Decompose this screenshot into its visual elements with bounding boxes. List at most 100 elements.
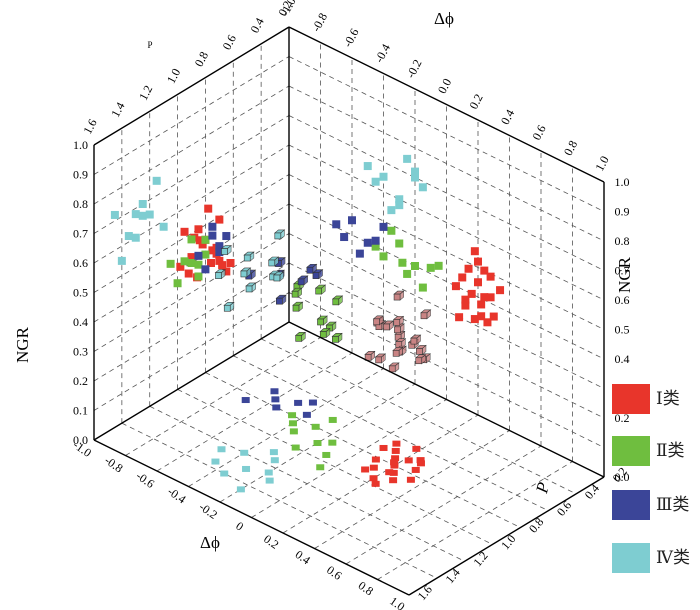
legend-label: Ⅱ类 [656, 441, 685, 460]
top-x-tick-label: 0.4 [498, 107, 517, 127]
z-axis-title-right: NGR [615, 256, 634, 293]
y-tick-label: 1.0 [498, 532, 518, 552]
z-tick-label: 0.5 [73, 286, 88, 300]
back-wall-projection-mark [451, 282, 460, 291]
data-cube-front [410, 337, 418, 345]
y-tick-label: 0.6 [554, 498, 574, 518]
x-tick-label: 0.6 [324, 563, 344, 583]
data-cube-front [392, 349, 400, 357]
data-cube-front [223, 304, 231, 312]
floor-projection-mark [272, 404, 281, 411]
floor-gridline [219, 383, 416, 503]
back-wall-projection-mark [371, 236, 380, 245]
x-tick-label: 0 [233, 519, 246, 534]
left-wall-projection-mark [131, 210, 140, 219]
legend-item: Ⅱ类 [612, 436, 700, 466]
left-wall-projection-mark [207, 259, 215, 267]
top-y-tick-label: 0.6 [220, 32, 239, 52]
floor-projection-mark [269, 449, 278, 456]
legend-item: Ⅲ类 [612, 490, 700, 520]
left-wall-projection-mark [138, 200, 147, 208]
data-cube-front [215, 272, 222, 279]
floor-projection-mark [264, 469, 273, 476]
left-wall-projection-mark [184, 269, 193, 278]
left-wall-projection-mark [218, 261, 227, 270]
frame-edge [93, 439, 410, 596]
legend-label: Ⅰ类 [656, 389, 680, 408]
floor-projection-mark [392, 440, 401, 447]
x-tick-label: -0.2 [196, 500, 220, 522]
left-wall-projection-mark [215, 256, 224, 265]
floor-projection-mark [302, 411, 311, 418]
back-wall-gridline [288, 233, 605, 389]
back-wall-gridline [288, 174, 605, 330]
back-wall-projection-mark [461, 295, 470, 304]
right-z-tick-label: 0.0 [615, 470, 630, 484]
floor-gridline [177, 389, 493, 545]
back-wall-projection-mark [379, 172, 388, 181]
back-wall-projection-mark [418, 283, 427, 292]
back-wall-projection-mark [379, 222, 388, 231]
floor-projection-mark [412, 445, 421, 452]
z-tick-label: 1.0 [73, 138, 88, 152]
floor-projection-mark [308, 399, 317, 406]
left-wall-projection-mark [198, 240, 207, 249]
right-z-tick-label: 1.0 [615, 175, 630, 189]
left-wall-projection-mark [176, 262, 185, 271]
floor-projection-mark [289, 428, 298, 435]
back-wall-gridline [288, 85, 605, 242]
left-wall-projection-mark [187, 259, 196, 267]
top-x-tick-label: 0.0 [435, 76, 454, 96]
chart-tick-labels: -1.0-0.8-0.6-0.4-0.200.20.40.60.81.0-1.0… [70, 0, 629, 610]
floor-gridline [156, 352, 353, 472]
y-tick-label: 1.4 [442, 566, 462, 586]
top-y-tick-label: 1.6 [80, 117, 99, 137]
floor-projection-mark [404, 457, 413, 464]
left-wall-projection-mark [215, 242, 224, 251]
x-tick-label: -0.6 [133, 469, 157, 491]
left-wall-gridline [93, 144, 290, 264]
back-wall-projection-mark [355, 249, 364, 258]
floor-projection-mark [416, 460, 425, 467]
back-wall-projection-mark [486, 272, 495, 281]
floor-projection-mark [294, 399, 303, 406]
floor-projection-mark [328, 439, 337, 446]
left-wall-projection-mark [194, 272, 203, 281]
back-wall-projection-mark [474, 278, 482, 287]
floor-projection-mark [313, 440, 322, 446]
left-wall-projection-mark [124, 232, 133, 241]
data-cube-front [245, 285, 253, 293]
z-tick-label: 0.4 [73, 315, 88, 329]
back-wall-projection-mark [486, 293, 495, 302]
frame-edge [288, 26, 605, 183]
left-wall-gridline [93, 115, 290, 234]
floor-projection-mark [416, 457, 425, 464]
left-wall-gridline [93, 174, 290, 293]
data-cube-front [312, 272, 320, 279]
z-tick-label: 0.9 [73, 168, 88, 182]
data-cube-front [332, 298, 340, 306]
left-wall-gridline [93, 56, 290, 175]
left-wall-projection-mark [138, 211, 147, 220]
data-cube-front [319, 331, 327, 338]
data-cube-front [315, 287, 322, 295]
floor-gridline [121, 422, 438, 579]
back-wall-projection-mark [363, 162, 372, 171]
floor-gridline [233, 355, 549, 512]
top-y-tick-label: 1.4 [108, 100, 127, 120]
left-wall-projection-mark [222, 267, 231, 276]
floor-projection-mark [389, 477, 398, 484]
data-cube-front [292, 304, 300, 312]
top-x-tick-label: -0.4 [372, 42, 393, 65]
floor-projection-mark [389, 469, 398, 476]
floor-projection-mark [211, 458, 220, 465]
floor-projection-mark [371, 456, 380, 463]
floor-projection-mark [311, 423, 320, 430]
y-tick-label: 1.6 [415, 582, 435, 602]
floor-projection-mark [322, 451, 331, 458]
legend-label: Ⅳ类 [656, 548, 690, 567]
legend-swatch [612, 436, 650, 466]
top-y-tick-label: 1.0 [164, 66, 183, 86]
left-wall-projection-mark [145, 210, 154, 219]
left-wall-projection-mark [180, 257, 189, 266]
